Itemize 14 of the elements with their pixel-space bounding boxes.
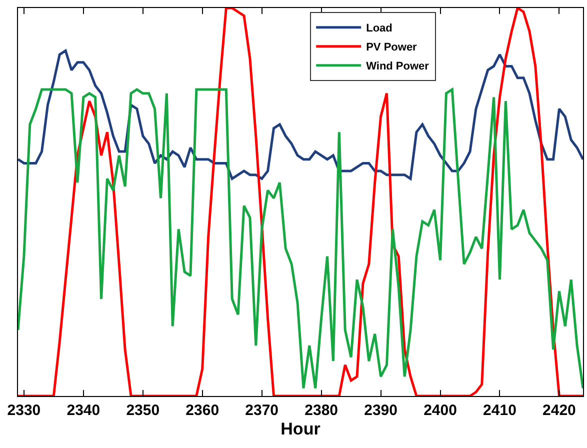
x-tick-label: 2330 <box>7 402 41 419</box>
x-tick-label: 2350 <box>126 402 160 419</box>
x-tick-label: 2340 <box>66 402 100 419</box>
x-tick-label: 2390 <box>364 402 398 419</box>
legend-label: Load <box>366 22 392 35</box>
x-tick-label: 2410 <box>483 402 516 419</box>
x-tick-label: 2420 <box>542 402 576 419</box>
x-tick-label: 2380 <box>304 402 338 419</box>
legend-label: Wind Power <box>366 60 430 73</box>
x-tick-label: 2400 <box>424 402 457 419</box>
x-tick-label: 2370 <box>245 402 279 419</box>
legend-label: PV Power <box>366 42 418 54</box>
x-axis-title: Hour <box>280 419 321 438</box>
x-tick-label: 2360 <box>186 402 220 419</box>
